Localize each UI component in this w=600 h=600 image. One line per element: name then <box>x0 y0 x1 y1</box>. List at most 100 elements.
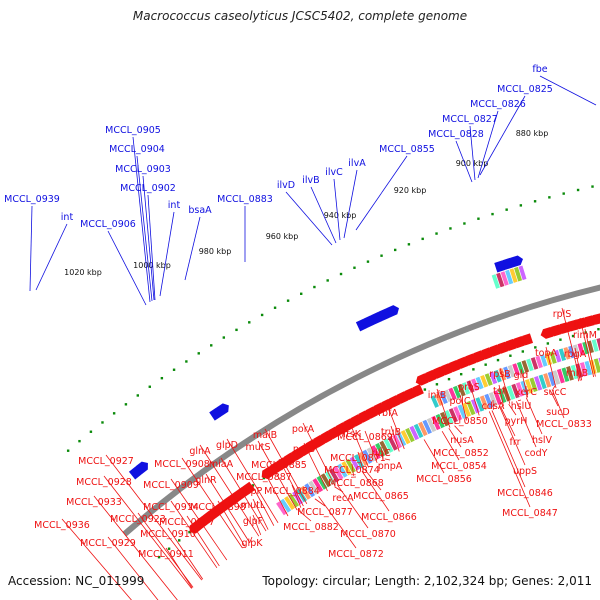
reverse-gene-label: MCCL_0854 <box>431 461 487 472</box>
reverse-label-leader <box>574 347 583 381</box>
reverse-gene-block <box>538 374 547 390</box>
reverse-gene-block <box>502 386 511 402</box>
reverse-gene-label: MCCL_0910 <box>140 529 196 540</box>
inner-tick-dot <box>521 350 525 353</box>
outer-tick-dot <box>548 196 551 199</box>
reverse-gene-label: xerC <box>515 387 537 398</box>
outer-tick-dot <box>505 208 508 211</box>
rrna-gene-block <box>493 369 502 383</box>
reverse-gene-label: rbgA <box>564 349 587 360</box>
reverse-gene-label: porA <box>292 424 315 435</box>
rrna-gene-block <box>430 395 439 408</box>
tick-label: 1020 kbp <box>64 268 102 277</box>
outer-tick-dot <box>576 188 580 192</box>
reverse-label-leader <box>499 367 511 404</box>
forward-label-leader <box>355 155 408 231</box>
forward-label-leader <box>136 155 153 302</box>
reverse-label-leader <box>217 500 246 547</box>
inner-tick-dot <box>447 377 451 381</box>
reverse-gene-block <box>534 376 543 391</box>
reverse-gene-arrow <box>196 515 209 529</box>
inner-tick-dot <box>262 476 266 480</box>
reverse-label-leader <box>500 406 516 437</box>
forward-label-leader <box>333 178 341 241</box>
reverse-gene-label: glnR <box>195 475 217 486</box>
reverse-gene-arrow <box>290 448 304 461</box>
reverse-gene-block <box>552 370 561 385</box>
reverse-gene-label: infB <box>428 390 447 401</box>
reverse-gene-label: MCCL_0852 <box>433 448 489 459</box>
topology-label: Topology: circular; Length: 2,102,324 bp… <box>262 574 592 588</box>
forward-gene-label: MCCL_0826 <box>470 99 526 110</box>
reverse-gene-block <box>506 385 516 400</box>
reverse-label-leader <box>364 469 382 491</box>
reverse-gene-block <box>328 468 340 483</box>
reverse-gene-block <box>349 456 361 471</box>
forward-gene-label: MCCL_0883 <box>217 194 273 205</box>
reverse-gene-block <box>288 493 300 508</box>
reverse-gene-label: MCCL_0872 <box>328 549 384 560</box>
tick-label: 880 kbp <box>516 129 549 138</box>
reverse-gene-block <box>466 400 476 416</box>
reverse-gene-label: recA <box>332 493 354 504</box>
rrna-gene-block <box>480 374 489 388</box>
inner-tick-dot <box>597 328 600 331</box>
reverse-gene-label: MCCL_0884 <box>264 486 320 497</box>
outer-tick-dot <box>273 306 277 309</box>
reverse-label-leader <box>278 458 304 507</box>
reverse-label-leader <box>517 399 522 402</box>
reverse-gene-arrow <box>297 443 311 457</box>
rrna-gene-block <box>516 361 525 375</box>
reverse-label-leader <box>525 385 528 398</box>
reverse-label-leader <box>459 394 468 421</box>
reverse-gene-label: MCCL_0871 <box>330 453 386 464</box>
forward-gene-label: MCCL_0828 <box>428 129 484 140</box>
forward-gene-arrow <box>510 255 523 268</box>
reverse-gene-label: MCCL_0887 <box>236 472 292 483</box>
outer-tick-dot <box>66 449 70 452</box>
reverse-gene-block <box>529 377 538 393</box>
reverse-gene-block <box>409 425 420 441</box>
reverse-gene-label: mutL <box>241 500 266 511</box>
rrna-gene-block <box>503 366 511 380</box>
reverse-gene-label: MCCL_0850 <box>432 416 488 427</box>
reverse-label-leader <box>545 346 557 389</box>
forward-label-leader <box>477 110 499 179</box>
reverse-gene-label: porB <box>293 444 315 455</box>
reverse-gene-label: MCCL_0908 <box>154 459 210 470</box>
forward-gene-label: MCCL_0855 <box>379 144 435 155</box>
reverse-label-leader <box>302 422 336 487</box>
reverse-gene-label: MCCL_0870 <box>340 529 396 540</box>
inner-tick-dot <box>167 547 171 550</box>
reverse-gene-label: MCCL_0914 <box>143 502 199 513</box>
reverse-gene-label: rpsB <box>489 369 510 380</box>
outer-tick-dot <box>101 421 104 424</box>
inner-tick-dot <box>546 342 550 345</box>
reverse-gene-label: cdsA <box>482 401 505 412</box>
forward-gene-label: int <box>168 200 181 211</box>
forward-label-leader <box>142 175 155 301</box>
reverse-gene-block <box>479 395 489 410</box>
reverse-gene-label: miaA <box>209 459 234 470</box>
rrna-gene-block <box>563 347 571 360</box>
reverse-label-leader <box>252 498 269 530</box>
reverse-gene-label: nusA <box>450 435 474 446</box>
rrna-gene-block <box>544 352 553 366</box>
forward-gene-block <box>514 266 523 282</box>
inner-tick-dot <box>178 539 181 542</box>
rrna-gene-block <box>507 364 516 378</box>
rrna-gene-block <box>457 383 466 397</box>
reverse-gene-label: ftsK <box>343 429 362 440</box>
reverse-gene-label: MCCL_0869 <box>337 432 393 443</box>
rrna-gene-block <box>558 348 567 362</box>
reverse-gene-arrow <box>209 505 222 519</box>
rrna-gene-block <box>577 343 585 356</box>
reverse-label-leader <box>579 317 595 378</box>
rrna-gene-block <box>512 363 520 376</box>
outer-tick-dot <box>148 385 151 388</box>
reverse-label-leader <box>384 458 391 461</box>
reverse-gene-label: MCCL_0928 <box>76 477 132 488</box>
forward-label-leader <box>35 223 68 291</box>
rrna-gene-block <box>572 344 580 357</box>
